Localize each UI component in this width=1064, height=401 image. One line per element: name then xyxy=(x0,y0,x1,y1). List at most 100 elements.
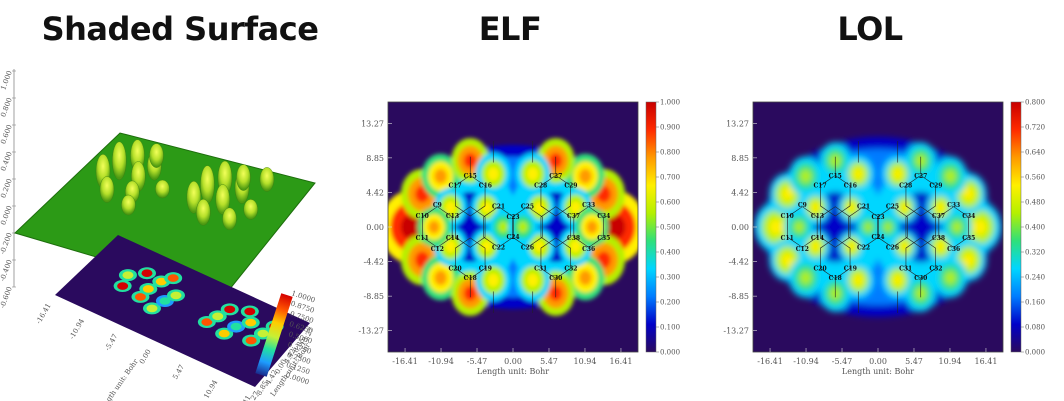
atom-label: C34 xyxy=(597,213,610,220)
atom-label: C10 xyxy=(781,213,794,220)
floor-x-tick: -5.47 xyxy=(103,333,119,353)
floor-blob xyxy=(134,293,146,301)
ring-bond xyxy=(483,206,514,248)
colorbar-tick-label: 0.700 xyxy=(660,174,680,182)
hotspot-core xyxy=(526,166,539,181)
y-tick-label: 4.42 xyxy=(366,188,384,197)
surface-peak xyxy=(99,176,115,203)
atom-label: C13 xyxy=(446,213,459,220)
ring-bond xyxy=(905,175,936,217)
atom-label: C35 xyxy=(597,235,610,242)
atom-label: C12 xyxy=(796,246,809,253)
x-tick-label: 10.94 xyxy=(574,357,597,366)
elf-heatmap-chart: C9C10C11C12C13C14C15C16C17C18C19C20C21C2… xyxy=(358,99,680,377)
hotspot-core xyxy=(579,270,592,286)
hotspot-core xyxy=(781,187,794,202)
atom-label: C19 xyxy=(479,265,492,272)
y-tick-label: -4.42 xyxy=(363,258,384,267)
colorbar-tick-label: 1.000 xyxy=(660,99,680,107)
colorbar-tick-label: 0.000 xyxy=(1025,349,1045,357)
atom-label: C34 xyxy=(962,213,975,220)
ring-bond xyxy=(540,206,571,248)
y-tick-label: -13.27 xyxy=(358,327,384,336)
hotspot-core xyxy=(962,252,975,267)
hotspot-core xyxy=(853,274,864,287)
atom-label: C30 xyxy=(914,275,927,282)
atom-label: C32 xyxy=(929,265,942,272)
colorbar-tick-label: 0.160 xyxy=(1025,299,1045,307)
floor-blob xyxy=(230,322,242,331)
x-axis-label: Length unit: Bohr xyxy=(842,367,914,376)
colorbar-tick-label: 0.600 xyxy=(660,199,680,207)
atom-label: C23 xyxy=(871,214,884,221)
z-tick-label: -0.400 xyxy=(0,259,14,283)
molecular-skeleton xyxy=(787,141,969,313)
floor-blob xyxy=(257,329,269,338)
colorbar-tick-label: 0.800 xyxy=(660,149,680,157)
hotspot-core xyxy=(586,220,598,234)
surface-peak xyxy=(200,165,215,204)
colorbar-tick-label: 0.900 xyxy=(660,124,680,132)
atom-label: C16 xyxy=(844,183,857,190)
ring-bond xyxy=(573,206,604,248)
hotspot-core xyxy=(579,168,592,184)
hotspot-core xyxy=(434,270,447,286)
z-tick-label: 0.600 xyxy=(0,124,14,146)
projected-floor xyxy=(55,235,310,387)
shaded-surface-chart: 1.000 0.800 0.600 0.400 0.200 0.000 -0.200 -0.4… xyxy=(0,69,316,401)
surface-peak xyxy=(215,184,230,215)
atom-label: C12 xyxy=(431,246,444,253)
floor-blob xyxy=(142,285,154,293)
lol-heatmap-chart: C9C10C11C12C13C14C15C16C17C18C19C20C21C2… xyxy=(723,99,1045,377)
y-tick-label: 13.27 xyxy=(361,119,384,128)
atom-label: C37 xyxy=(932,213,945,220)
shaded-colorbar xyxy=(255,293,293,377)
z-tick-label: -0.200 xyxy=(0,232,14,256)
atom-label: C17 xyxy=(449,183,462,190)
atom-label: C13 xyxy=(811,213,824,220)
ring-bond xyxy=(938,206,969,248)
z-axis: 1.000 0.800 0.600 0.400 0.200 0.000 -0.200 -0.4… xyxy=(0,69,16,309)
colorbar-tick-label: 0.000 xyxy=(660,349,680,357)
ring-bond xyxy=(540,237,571,279)
atom-label: C31 xyxy=(534,265,547,272)
surface-peak xyxy=(236,164,251,191)
hotspot-core xyxy=(781,252,794,267)
atom-label: C28 xyxy=(534,183,547,190)
atom-label: C11 xyxy=(781,235,794,242)
colorbar-tick-label: 0.400 xyxy=(660,249,680,257)
x-tick-label: 0.00 xyxy=(869,357,887,366)
colorbar-tick-label: 0.480 xyxy=(1025,199,1045,207)
surface-peak xyxy=(196,199,211,226)
z-tick-label: 0.200 xyxy=(0,178,14,200)
hotspot-core xyxy=(526,273,539,288)
hotspot-core xyxy=(800,271,812,285)
floor-blob xyxy=(167,274,179,282)
floor-x-tick: 16.41 xyxy=(236,394,253,401)
ring-bond xyxy=(422,206,453,248)
floor-blob xyxy=(245,318,257,327)
atom-label: C19 xyxy=(844,265,857,272)
x-tick-label: -10.94 xyxy=(793,357,819,366)
colorbar-tick-label: 0.400 xyxy=(1025,224,1045,232)
x-tick-label: 5.47 xyxy=(540,357,558,366)
x-tick-label: -5.47 xyxy=(832,357,853,366)
atom-label: C28 xyxy=(899,183,912,190)
ring-bond xyxy=(848,206,879,248)
atom-label: C29 xyxy=(564,183,577,190)
atom-label: C11 xyxy=(416,235,429,242)
hotspot-core xyxy=(952,221,962,233)
y-tick-label: 13.27 xyxy=(726,119,749,128)
floor-blob xyxy=(155,277,167,286)
hotspot-core xyxy=(944,271,956,285)
atom-label: C15 xyxy=(829,173,842,180)
atom-labels: C9C10C11C12C13C14C15C16C17C18C19C20C21C2… xyxy=(416,173,611,282)
atom-label: C38 xyxy=(567,235,580,242)
lol-title: LOL xyxy=(837,10,903,48)
y-tick-label: 8.85 xyxy=(366,154,384,163)
atom-label: C20 xyxy=(814,265,827,272)
colorbar-tick-label: 0.640 xyxy=(1025,149,1045,157)
colorbar-tick-label: 0.560 xyxy=(1025,174,1045,182)
floor-blob xyxy=(122,271,134,279)
atom-labels: C9C10C11C12C13C14C15C16C17C18C19C20C21C2… xyxy=(781,173,976,282)
